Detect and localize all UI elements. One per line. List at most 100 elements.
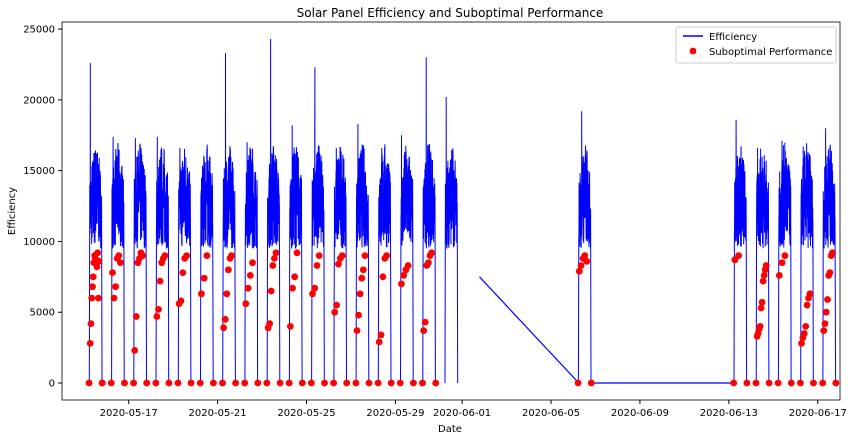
suboptimal-point: [200, 274, 208, 282]
efficiency-line-day: [777, 140, 792, 384]
suboptimal-point: [352, 379, 360, 387]
suboptimal-point: [95, 257, 103, 265]
suboptimal-point: [822, 308, 830, 316]
suboptimal-point: [203, 252, 211, 259]
suboptimal-point: [821, 320, 829, 327]
suboptimal-point: [587, 379, 595, 387]
suboptimal-point: [298, 379, 306, 387]
suboptimal-point: [735, 252, 742, 259]
efficiency-line-day: [155, 136, 170, 384]
suboptimal-point: [387, 379, 395, 387]
suboptimal-point: [379, 273, 387, 281]
efficiency-line-day: [755, 147, 770, 384]
suboptimal-point: [800, 330, 808, 337]
efficiency-line-day: [377, 144, 392, 384]
suboptimal-point: [179, 269, 187, 276]
y-tick-label: 0: [49, 379, 55, 390]
suboptimal-point: [583, 257, 591, 265]
suboptimal-point: [375, 338, 383, 346]
suboptimal-point: [143, 379, 151, 387]
suboptimal-point: [112, 283, 119, 291]
suboptimal-point: [98, 379, 106, 387]
suboptimal-point: [762, 262, 770, 269]
suboptimal-point: [242, 300, 250, 308]
x-axis-label: Date: [438, 424, 462, 435]
suboptimal-point: [383, 252, 390, 259]
suboptimal-point: [174, 379, 182, 387]
suboptimal-point: [107, 379, 115, 387]
suboptimal-point: [752, 379, 760, 387]
suboptimal-point: [246, 272, 254, 279]
efficiency-line-day: [355, 123, 370, 384]
suboptimal-point: [89, 283, 96, 291]
suboptimal-point: [177, 297, 185, 305]
suboptimal-point: [810, 379, 817, 387]
suboptimal-point: [183, 252, 191, 259]
suboptimal-point: [759, 277, 767, 285]
suboptimal-point: [85, 379, 93, 387]
suboptimal-point: [272, 249, 280, 257]
suboptimal-point: [309, 290, 316, 298]
x-tick-label: 2020-06-01: [433, 408, 491, 419]
suboptimal-point: [730, 379, 738, 387]
x-tick-label: 2020-05-25: [277, 408, 335, 419]
efficiency-line-day: [288, 125, 303, 384]
efficiency-line-day: [444, 96, 459, 384]
suboptimal-point: [353, 327, 361, 334]
suboptimal-point: [404, 262, 412, 269]
suboptimal-point: [760, 272, 768, 279]
suboptimal-point: [365, 379, 373, 387]
suboptimal-point: [95, 294, 102, 302]
legend-label-suboptimal: Suboptimal Performance: [709, 47, 832, 58]
suboptimal-point: [757, 304, 765, 312]
suboptimal-point: [765, 379, 773, 387]
suboptimal-point: [410, 379, 417, 387]
suboptimal-point: [88, 294, 96, 302]
suboptimal-point: [130, 379, 138, 387]
suboptimal-point: [269, 262, 277, 269]
suboptimal-point: [577, 262, 585, 269]
efficiency-line-day: [177, 147, 192, 384]
suboptimal-point: [152, 379, 160, 387]
efficiency-line-day: [422, 57, 436, 384]
suboptimal-point: [232, 379, 240, 387]
suboptimal-point: [196, 379, 204, 387]
suboptimal-point: [198, 290, 205, 298]
suboptimal-point: [161, 252, 169, 259]
suboptimal-point: [432, 379, 440, 387]
suboptimal-point: [321, 379, 328, 387]
legend: Efficiency Suboptimal Performance: [675, 26, 837, 64]
suboptimal-point: [285, 379, 293, 387]
y-tick-label: 15000: [23, 166, 55, 177]
suboptimal-point: [832, 379, 840, 387]
suboptimal-series: [85, 249, 840, 387]
y-axis: 0 5000 10000 15000 20000 25000: [23, 25, 62, 390]
suboptimal-point: [338, 252, 346, 259]
suboptimal-point: [330, 379, 337, 387]
efficiency-line-day: [311, 67, 325, 384]
suboptimal-point: [155, 306, 162, 313]
suboptimal-point: [267, 287, 275, 295]
suboptimal-point: [263, 379, 271, 387]
suboptimal-point: [359, 266, 367, 274]
x-tick-label: 2020-06-13: [700, 408, 758, 419]
legend-box: [675, 26, 837, 64]
suboptimal-point: [355, 311, 362, 319]
efficiency-line-day: [400, 135, 414, 384]
suboptimal-point: [335, 260, 342, 268]
suboptimal-point: [254, 379, 262, 387]
suboptimal-point: [131, 347, 139, 354]
suboptimal-point: [781, 252, 789, 259]
suboptimal-point: [289, 284, 296, 292]
suboptimal-point: [787, 379, 795, 387]
suboptimal-point: [313, 262, 321, 269]
suboptimal-point: [121, 379, 128, 387]
suboptimal-point: [293, 249, 301, 257]
suboptimal-point: [115, 252, 123, 259]
suboptimal-point: [774, 379, 782, 387]
legend-label-efficiency: Efficiency: [709, 32, 757, 43]
suboptimal-point: [311, 284, 319, 292]
x-tick-label: 2020-05-17: [100, 408, 158, 419]
suboptimal-point: [276, 379, 284, 387]
suboptimal-point: [223, 290, 231, 298]
